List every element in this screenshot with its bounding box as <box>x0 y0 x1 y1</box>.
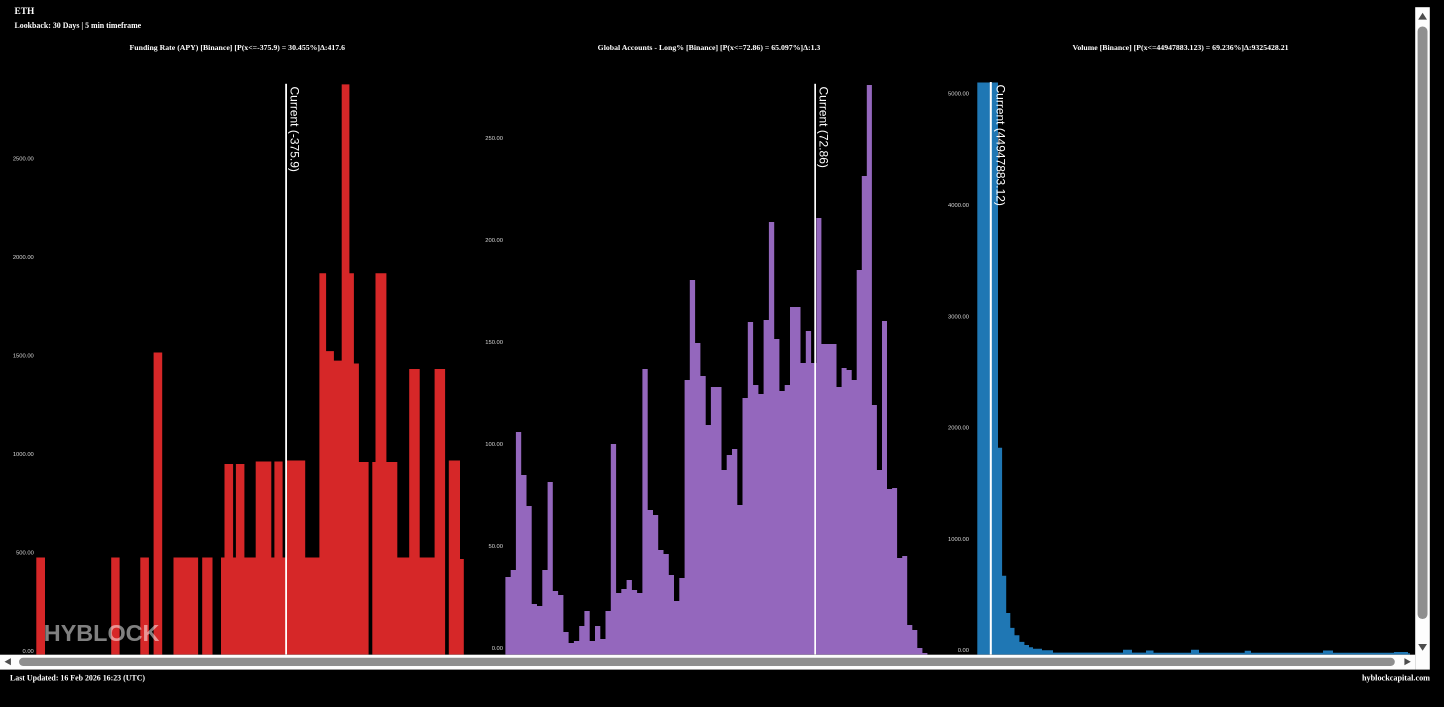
svg-text:ETH: ETH <box>15 7 36 17</box>
svg-text:2000.00: 2000.00 <box>13 255 34 261</box>
svg-text:HYBLOCK: HYBLOCK <box>44 620 160 646</box>
svg-text:100.00: 100.00 <box>485 442 503 448</box>
svg-text:0.00: 0.00 <box>23 649 34 655</box>
svg-text:Global Accounts - Long% [Binan: Global Accounts - Long% [Binance] [P(x<=… <box>598 43 821 52</box>
svg-text:5000.00: 5000.00 <box>948 92 969 98</box>
svg-text:2000.00: 2000.00 <box>948 426 969 432</box>
svg-text:Lookback: 30 Days | 5 min time: Lookback: 30 Days | 5 min timeframe <box>15 21 142 30</box>
svg-text:0.00: 0.00 <box>492 646 503 652</box>
svg-text:2500.00: 2500.00 <box>13 156 34 162</box>
svg-text:1000.00: 1000.00 <box>13 452 34 458</box>
svg-text:Current (-375.9): Current (-375.9) <box>288 87 302 172</box>
svg-text:50.00: 50.00 <box>488 544 503 550</box>
svg-text:Last Updated: 16 Feb 2026 16:2: Last Updated: 16 Feb 2026 16:23 (UTC) <box>10 673 145 682</box>
svg-text:1500.00: 1500.00 <box>13 353 34 359</box>
svg-text:3000.00: 3000.00 <box>948 314 969 320</box>
svg-text:Current (44947883.12): Current (44947883.12) <box>994 85 1008 206</box>
svg-text:Current (72.86): Current (72.86) <box>816 87 830 168</box>
svg-text:hyblockcapital.com: hyblockcapital.com <box>1362 673 1430 682</box>
svg-text:500.00: 500.00 <box>16 550 34 556</box>
svg-text:0.00: 0.00 <box>958 648 969 654</box>
svg-text:1000.00: 1000.00 <box>948 537 969 543</box>
svg-text:150.00: 150.00 <box>485 340 503 346</box>
svg-text:Funding Rate (APY) [Binance] [: Funding Rate (APY) [Binance] [P(x<=-375.… <box>130 43 346 52</box>
svg-text:200.00: 200.00 <box>485 238 503 244</box>
svg-text:250.00: 250.00 <box>485 136 503 142</box>
svg-text:Volume [Binance] [P(x<=4494788: Volume [Binance] [P(x<=44947883.123) = 6… <box>1072 43 1288 52</box>
svg-text:4000.00: 4000.00 <box>948 203 969 209</box>
